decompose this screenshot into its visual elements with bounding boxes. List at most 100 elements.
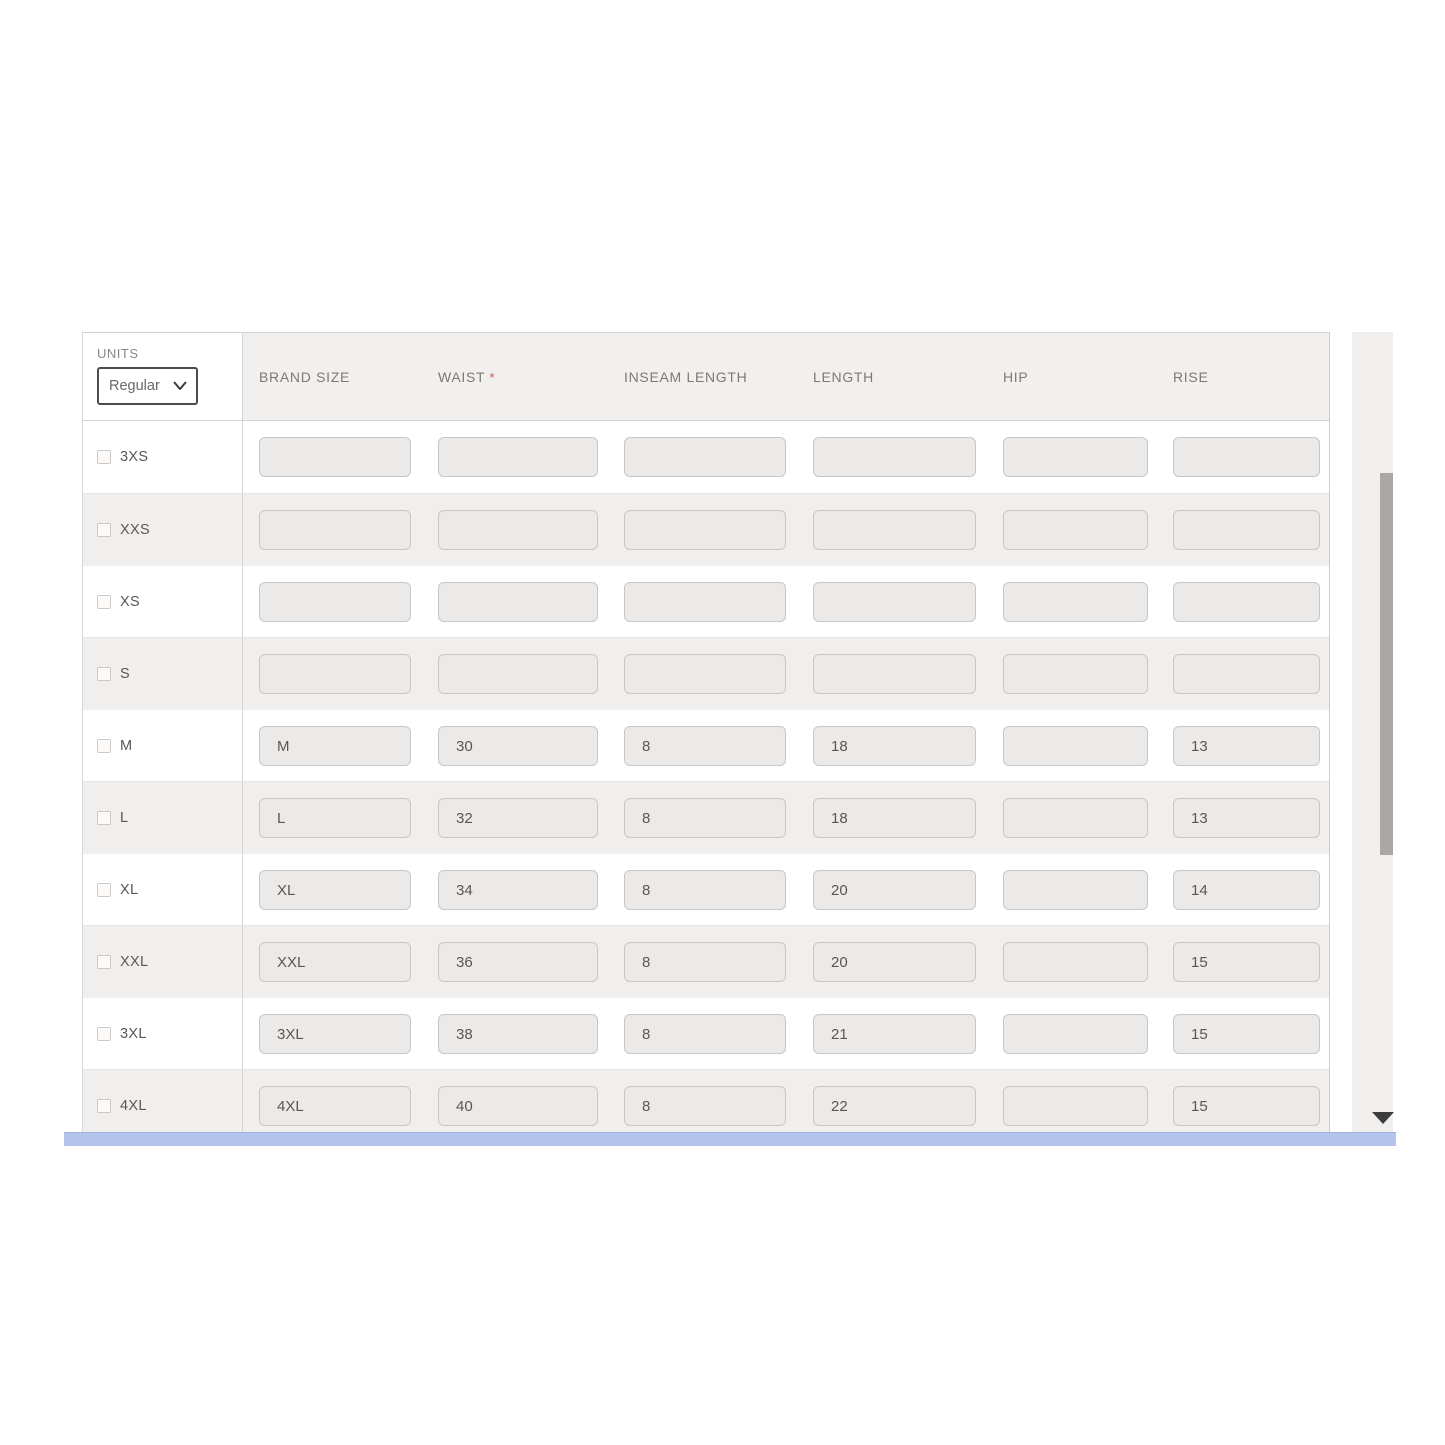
column-header-waist: WAIST *	[438, 368, 496, 385]
waist-input[interactable]	[438, 870, 598, 910]
size-label: 4XL	[120, 1097, 147, 1114]
rise-input[interactable]	[1173, 726, 1320, 766]
chevron-down-icon	[173, 377, 187, 395]
length-input[interactable]	[813, 942, 976, 982]
brand-size-input[interactable]	[259, 654, 411, 694]
hip-input[interactable]	[1003, 942, 1148, 982]
hip-input[interactable]	[1003, 1014, 1148, 1054]
waist-input[interactable]	[438, 942, 598, 982]
brand-size-input[interactable]	[259, 798, 411, 838]
size-row-header: S	[83, 638, 243, 709]
hip-input[interactable]	[1003, 726, 1148, 766]
inseam-length-input[interactable]	[624, 870, 786, 910]
size-checkbox[interactable]	[97, 954, 111, 969]
size-row-header: 3XL	[83, 998, 243, 1069]
size-row-header: XL	[83, 854, 243, 925]
inseam-length-input[interactable]	[624, 1086, 786, 1126]
size-label: XXL	[120, 953, 149, 970]
hip-input[interactable]	[1003, 1086, 1148, 1126]
required-asterisk: *	[489, 369, 496, 385]
waist-input[interactable]	[438, 582, 598, 622]
inseam-length-input[interactable]	[624, 437, 786, 477]
column-header-inseam-length: INSEAM LENGTH	[624, 368, 748, 385]
waist-input[interactable]	[438, 1014, 598, 1054]
size-label: XS	[120, 593, 140, 610]
size-checkbox[interactable]	[97, 882, 111, 897]
length-input[interactable]	[813, 1086, 976, 1126]
brand-size-input[interactable]	[259, 582, 411, 622]
waist-input[interactable]	[438, 437, 598, 477]
brand-size-input[interactable]	[259, 437, 411, 477]
rise-input[interactable]	[1173, 942, 1320, 982]
hip-input[interactable]	[1003, 798, 1148, 838]
brand-size-input[interactable]	[259, 1086, 411, 1126]
inseam-length-input[interactable]	[624, 1014, 786, 1054]
inseam-length-input[interactable]	[624, 798, 786, 838]
table-row: XS	[83, 565, 1329, 637]
length-input[interactable]	[813, 510, 976, 550]
table-row: M	[83, 709, 1329, 781]
units-select-value: Regular	[109, 378, 160, 394]
size-checkbox[interactable]	[97, 522, 111, 537]
length-input[interactable]	[813, 726, 976, 766]
column-header-rise: RISE	[1173, 368, 1209, 385]
table-row: XXS	[83, 493, 1329, 565]
size-label: L	[120, 809, 129, 826]
length-input[interactable]	[813, 582, 976, 622]
rise-input[interactable]	[1173, 798, 1320, 838]
vertical-scrollbar-thumb[interactable]	[1380, 473, 1393, 855]
size-checkbox[interactable]	[97, 1098, 111, 1113]
rise-input[interactable]	[1173, 870, 1320, 910]
column-header-length: LENGTH	[813, 368, 874, 385]
hip-input[interactable]	[1003, 510, 1148, 550]
inseam-length-input[interactable]	[624, 726, 786, 766]
length-input[interactable]	[813, 1014, 976, 1054]
rise-input[interactable]	[1173, 582, 1320, 622]
rise-input[interactable]	[1173, 1086, 1320, 1126]
units-cell: UNITS Regular	[83, 333, 243, 420]
rise-input[interactable]	[1173, 437, 1320, 477]
rise-input[interactable]	[1173, 654, 1320, 694]
inseam-length-input[interactable]	[624, 654, 786, 694]
size-checkbox[interactable]	[97, 666, 111, 681]
waist-input[interactable]	[438, 654, 598, 694]
hip-input[interactable]	[1003, 870, 1148, 910]
size-label: S	[120, 665, 130, 682]
rise-input[interactable]	[1173, 1014, 1320, 1054]
size-label: XXS	[120, 521, 150, 538]
triangle-down-icon[interactable]	[1372, 1112, 1394, 1124]
column-header-brand-size: BRAND SIZE	[259, 368, 351, 385]
length-input[interactable]	[813, 798, 976, 838]
brand-size-input[interactable]	[259, 942, 411, 982]
size-checkbox[interactable]	[97, 738, 111, 753]
size-row-header: M	[83, 710, 243, 781]
size-checkbox[interactable]	[97, 810, 111, 825]
table-row: 3XS	[83, 421, 1329, 493]
size-checkbox[interactable]	[97, 450, 111, 464]
hip-input[interactable]	[1003, 582, 1148, 622]
rise-input[interactable]	[1173, 510, 1320, 550]
horizontal-scrollbar-thumb[interactable]	[64, 1132, 1396, 1146]
waist-input[interactable]	[438, 798, 598, 838]
waist-input[interactable]	[438, 726, 598, 766]
waist-input[interactable]	[438, 510, 598, 550]
inseam-length-input[interactable]	[624, 582, 786, 622]
table-row: L	[83, 781, 1329, 853]
brand-size-input[interactable]	[259, 726, 411, 766]
length-input[interactable]	[813, 437, 976, 477]
brand-size-input[interactable]	[259, 870, 411, 910]
hip-input[interactable]	[1003, 654, 1148, 694]
size-checkbox[interactable]	[97, 1026, 111, 1041]
units-select[interactable]: Regular	[97, 367, 198, 405]
inseam-length-input[interactable]	[624, 510, 786, 550]
size-checkbox[interactable]	[97, 594, 111, 609]
length-input[interactable]	[813, 654, 976, 694]
hip-input[interactable]	[1003, 437, 1148, 477]
inseam-length-input[interactable]	[624, 942, 786, 982]
length-input[interactable]	[813, 870, 976, 910]
size-row-header: 4XL	[83, 1070, 243, 1132]
brand-size-input[interactable]	[259, 1014, 411, 1054]
brand-size-input[interactable]	[259, 510, 411, 550]
waist-input[interactable]	[438, 1086, 598, 1126]
units-label: UNITS	[97, 346, 139, 361]
